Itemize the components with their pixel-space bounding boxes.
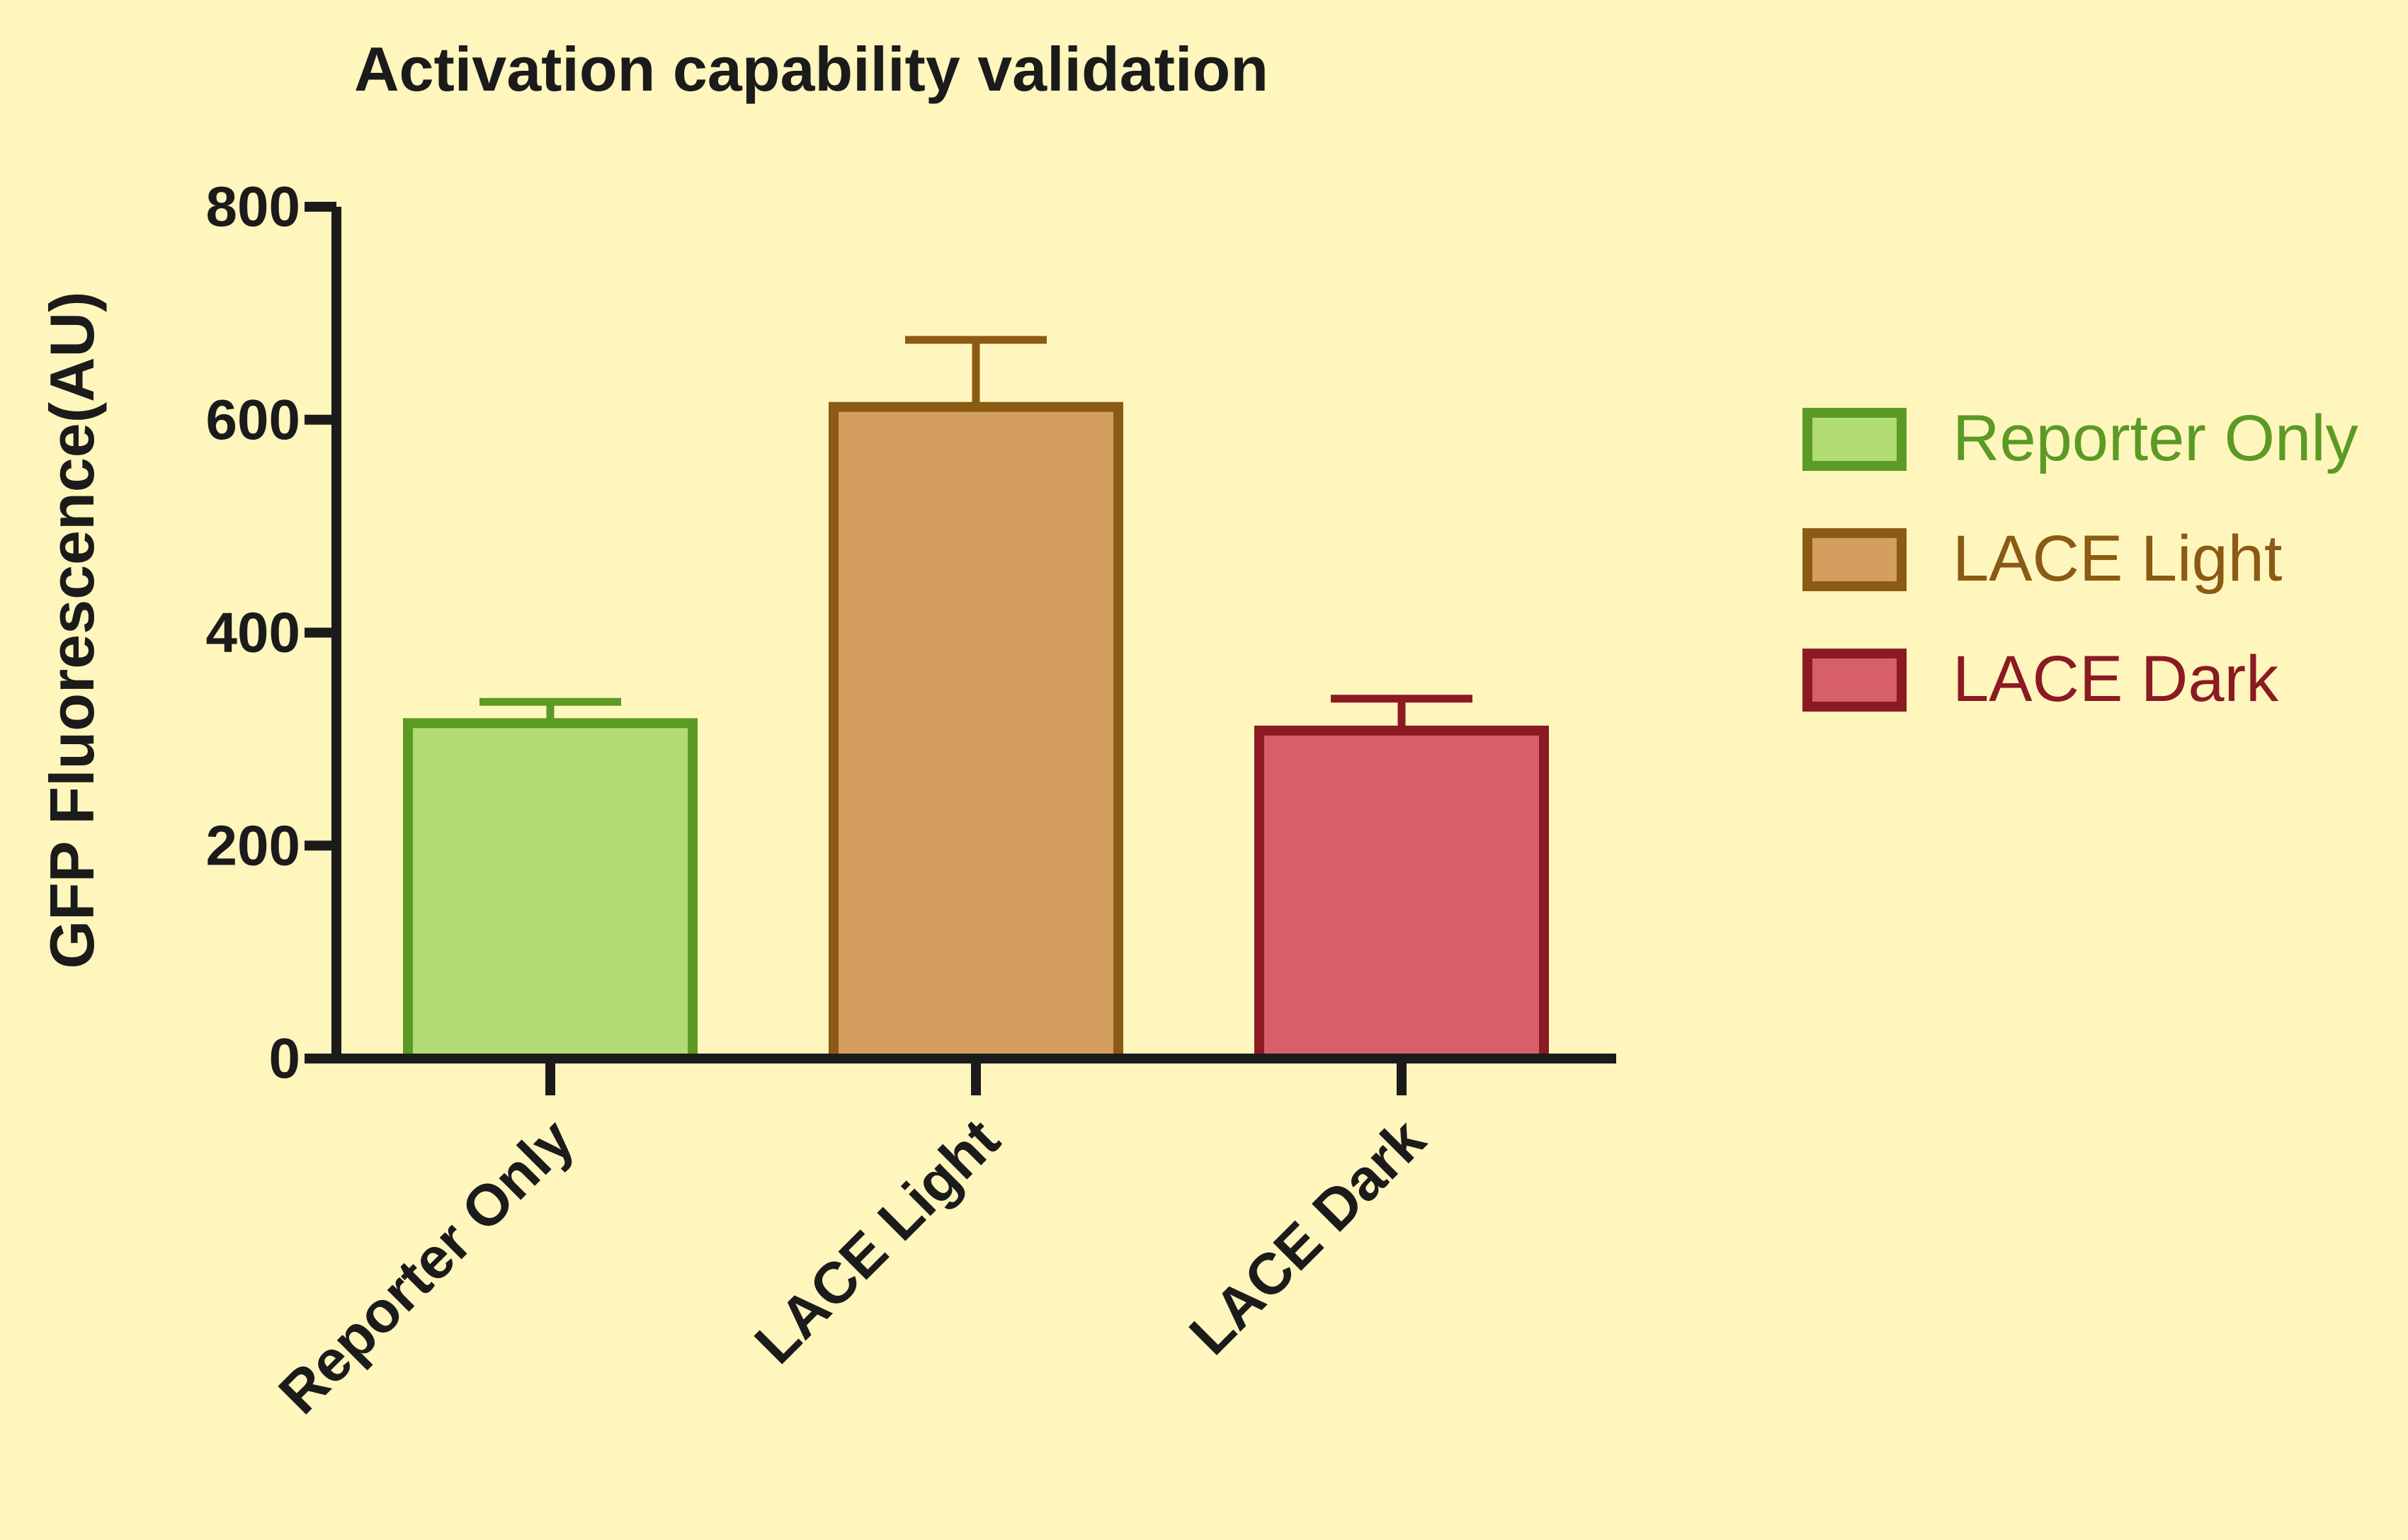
y-tick-label: 200 xyxy=(206,814,300,877)
legend-label: LACE Dark xyxy=(1953,643,2279,715)
legend-swatch xyxy=(1802,649,1907,712)
legend-label: Reporter Only xyxy=(1953,402,2358,474)
legend-label: LACE Light xyxy=(1953,523,2282,595)
bar xyxy=(1254,725,1549,1063)
legend: Reporter Only LACE Light LACE Dark xyxy=(1802,402,2358,715)
y-tick-label: 0 xyxy=(269,1027,301,1090)
y-tick-label: 600 xyxy=(206,388,300,451)
y-tick-label: 400 xyxy=(206,601,300,664)
plot-area: 0 200 400 600 800 Reporter Only LACE Light LACE… xyxy=(206,175,1616,1426)
x-tick-label: Reporter Only xyxy=(267,1107,586,1426)
bar xyxy=(829,401,1123,1063)
x-tick-label: LACE Dark xyxy=(1177,1107,1438,1367)
y-tick-label: 800 xyxy=(206,175,300,238)
chart-title: Activation capability validation xyxy=(354,34,1268,104)
y-axis-label: GFP Fluorescence(AU) xyxy=(37,292,107,969)
legend-swatch xyxy=(1802,528,1907,591)
bar xyxy=(403,718,698,1063)
x-tick-label: LACE Light xyxy=(743,1107,1012,1376)
legend-swatch xyxy=(1802,408,1907,471)
